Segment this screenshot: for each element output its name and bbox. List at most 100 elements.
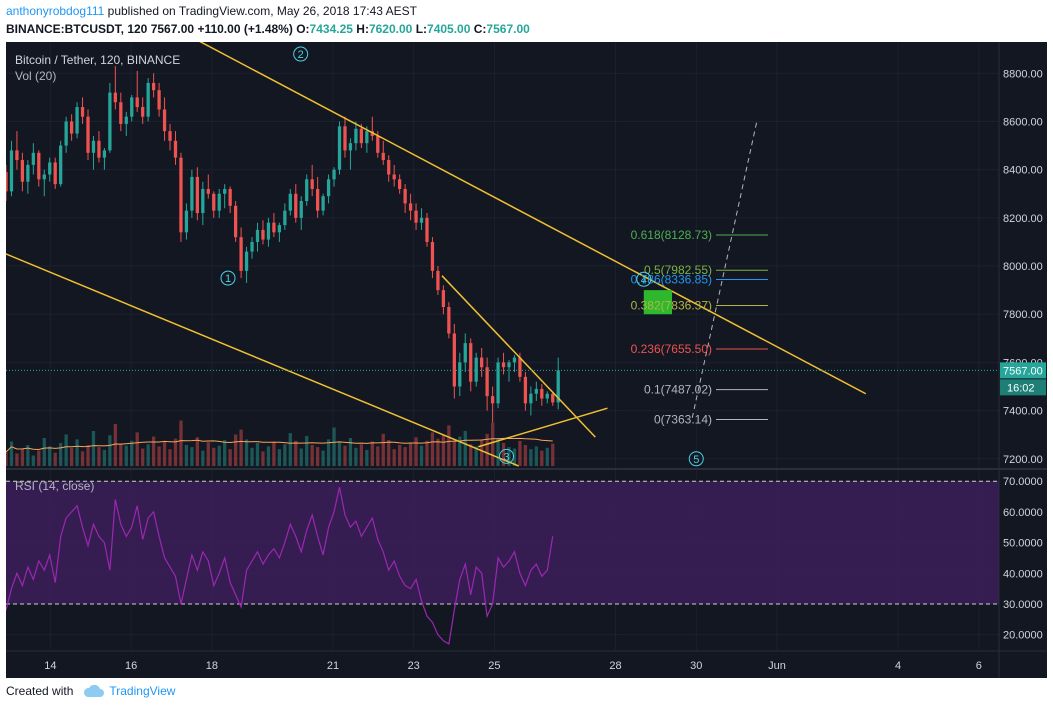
published-text: published on TradingView.com, May 26, 20… <box>107 4 417 18</box>
volume-bar <box>15 453 19 466</box>
projection-line <box>691 121 758 418</box>
tradingview-cloud-icon <box>84 684 105 697</box>
volume-bar <box>326 439 331 466</box>
volume-bar <box>37 450 41 466</box>
rsi-tick-label: 60.0000 <box>1003 507 1043 519</box>
x-tick-label: 30 <box>690 660 702 672</box>
symbol-line: BINANCE:BTCUSDT, 120 <box>6 22 148 36</box>
candle-body <box>529 393 533 404</box>
countdown-label: 16:02 <box>1007 382 1035 394</box>
volume-bar <box>365 449 369 466</box>
author-link[interactable]: anthonyrobdog111 <box>6 4 105 18</box>
tradingview-link[interactable]: TradingView <box>109 684 176 698</box>
close-label: C: <box>473 22 487 36</box>
volume-bar <box>48 446 52 466</box>
candle-body <box>146 82 150 117</box>
candle-body <box>332 169 336 180</box>
candle-body <box>195 176 199 214</box>
footer: Created with TradingView <box>6 684 175 698</box>
candle-body <box>534 388 538 394</box>
x-tick-label: 6 <box>976 660 982 672</box>
candle-body <box>261 229 265 240</box>
volume-bar <box>343 445 347 466</box>
volume-bar <box>201 450 205 466</box>
candle-body <box>430 241 435 271</box>
candle-body <box>277 225 282 233</box>
trendline <box>6 253 519 467</box>
volume-ma-line <box>6 437 553 453</box>
volume-bar <box>463 431 467 466</box>
candle-body <box>507 362 511 368</box>
volume-bar <box>261 451 265 466</box>
wave-label-circle <box>636 271 652 287</box>
candle-body <box>69 121 74 134</box>
volume-bar <box>195 437 199 466</box>
rsi-tick-label: 20.0000 <box>1003 630 1043 642</box>
candle-body <box>108 92 112 151</box>
volume-bar <box>283 444 287 466</box>
candle-body <box>490 396 495 404</box>
candle-body <box>266 222 271 240</box>
volume-bar <box>523 445 528 466</box>
candle-body <box>403 188 407 204</box>
candle-body <box>381 152 385 161</box>
drawings <box>6 42 999 467</box>
volume-bar <box>173 438 178 466</box>
volume-bar <box>20 448 25 466</box>
rsi-tick-label: 40.0000 <box>1003 568 1043 580</box>
candle-body <box>496 362 500 404</box>
candle-body <box>162 109 167 132</box>
volume-bar <box>266 446 271 466</box>
rsi-line <box>6 487 554 645</box>
candle-body <box>9 150 14 192</box>
candle-body <box>436 270 440 291</box>
last-price-badge <box>1000 362 1046 379</box>
high-label: H: <box>356 22 369 36</box>
candle-body <box>469 343 473 382</box>
last-price-label: 7567.00 <box>1003 365 1043 377</box>
candle-body <box>343 126 347 151</box>
wave-label-circle <box>499 448 515 464</box>
volume-bar <box>91 431 96 466</box>
x-tick-label: 16 <box>125 660 137 672</box>
rsi-band <box>6 480 999 605</box>
candle-body <box>523 376 528 404</box>
candle-body <box>512 357 517 363</box>
candle-body <box>387 160 391 175</box>
fib-level-label: 0.236(7655.50) <box>631 342 712 356</box>
candle-body <box>316 188 320 211</box>
candle-body <box>414 210 418 223</box>
rsi-polyline <box>6 487 554 645</box>
wave-label-circle <box>293 46 309 62</box>
rsi-tick-label: 70.0000 <box>1003 476 1043 488</box>
candle-body <box>42 174 46 180</box>
candle-body <box>31 152 35 165</box>
candle-body <box>130 97 134 117</box>
candle-body <box>212 193 216 211</box>
price-tick-label: 7800.00 <box>1003 309 1043 321</box>
rsi-band-fill <box>6 481 999 604</box>
open-value: 7434.25 <box>309 22 353 36</box>
x-tick-label: 14 <box>44 660 56 672</box>
x-tick-label: 23 <box>408 660 420 672</box>
volume-bar <box>414 437 418 466</box>
candle-body <box>179 157 183 233</box>
volume-bar <box>458 436 462 466</box>
candle-body <box>6 172 8 192</box>
candle-body <box>75 107 79 134</box>
wave-label-circle <box>688 451 704 467</box>
candle-body <box>337 126 342 170</box>
candle-body <box>86 116 90 153</box>
volume-bar <box>223 440 227 466</box>
trendline <box>441 275 596 438</box>
fib-level-label: 0.5(7982.55) <box>644 263 712 277</box>
price-chart[interactable]: 0.786(8336.85) 0.618(8128.73) 0.5(7982.55)… <box>6 42 1047 678</box>
fib-level-label: 0.786(8336.85) <box>631 273 712 287</box>
candle-body <box>419 217 424 223</box>
volume-bar <box>190 447 194 466</box>
price-tick-label: 8200.00 <box>1003 213 1043 225</box>
countdown-badge <box>1000 379 1046 396</box>
volume-bar <box>299 448 303 466</box>
target-box <box>643 290 673 315</box>
volume-bar <box>545 447 549 466</box>
